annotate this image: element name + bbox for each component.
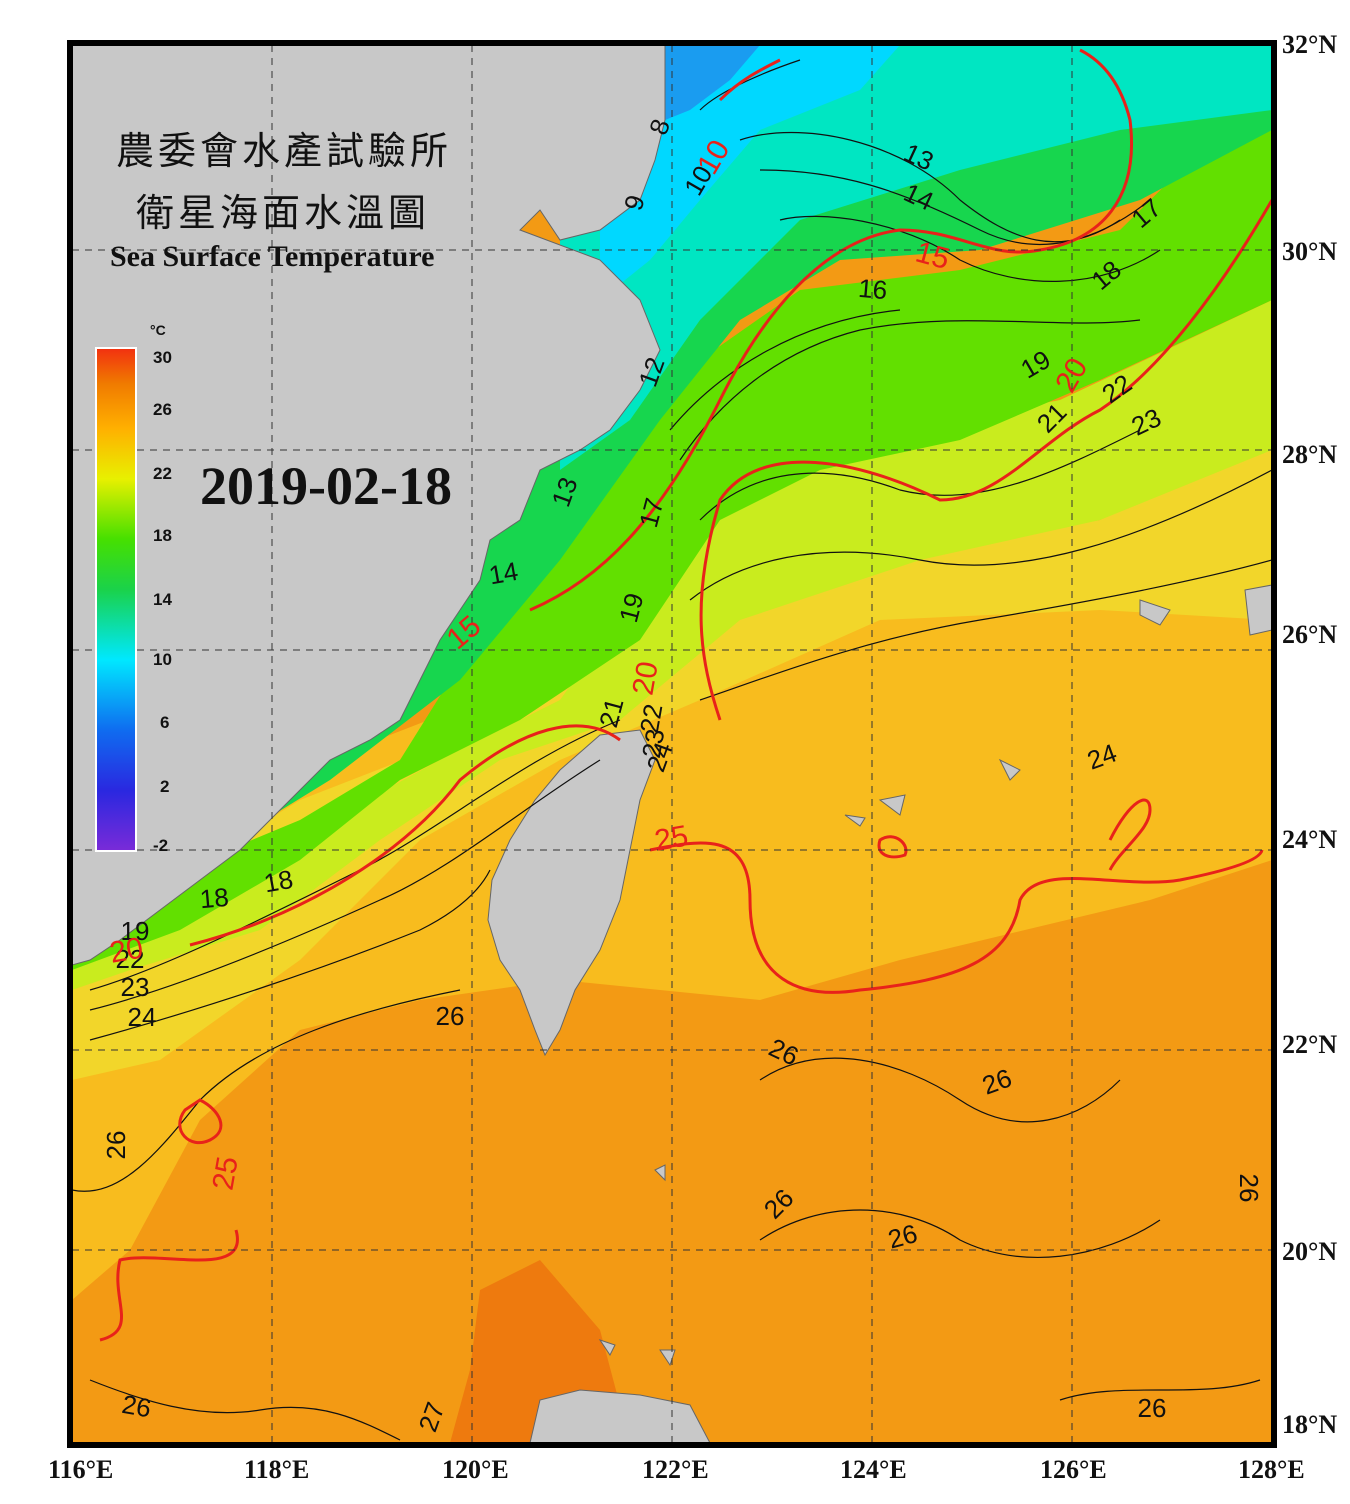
isotherm-label-black: 26 <box>1234 1174 1264 1203</box>
isotherm-label-black: 26 <box>1138 1393 1167 1423</box>
isotherm-label-black: 23 <box>121 972 150 1002</box>
isotherm-label-red: 20 <box>107 931 146 969</box>
graticule <box>72 45 1272 1443</box>
isotherm-label-black: 23 <box>636 727 671 761</box>
isotherm-label-red: 25 <box>206 1154 244 1193</box>
lon-label: 116°E <box>48 1455 114 1484</box>
lat-label: 24°N <box>1282 825 1338 854</box>
colorbar-tick: 6 <box>160 713 170 732</box>
land-ryukyu <box>844 584 1272 827</box>
title-org: 農委會水產試驗所 <box>116 129 453 173</box>
chart-date: 2019-02-18 <box>200 456 452 516</box>
colorbar <box>95 347 137 852</box>
colorbar-tick: 18 <box>153 526 172 545</box>
sea-surface-field <box>72 45 1272 1443</box>
land-taiwan <box>487 729 656 1057</box>
isotherm-label-black: 18 <box>199 882 230 914</box>
lon-label: 124°E <box>840 1455 907 1484</box>
colorbar-tick: 30 <box>153 348 172 367</box>
lat-label: 22°N <box>1282 1030 1338 1059</box>
land-luzon <box>529 1389 711 1443</box>
map-frame <box>67 40 1277 1448</box>
colorbar-tick: 14 <box>153 590 172 609</box>
isotherm-label-black: 22 <box>116 944 145 974</box>
isotherm-label-black: 26 <box>120 1389 154 1424</box>
isotherm-label-black: 19 <box>121 916 150 946</box>
isotherm-label-black: 16 <box>857 273 888 305</box>
isotherm-label-black: 26 <box>101 1131 131 1160</box>
isotherm-label-black: 26 <box>436 1001 465 1031</box>
title-chart-en: Sea Surface Temperature <box>110 240 435 273</box>
isotherm-label-red: 25 <box>652 819 691 857</box>
lon-label: 122°E <box>642 1455 709 1484</box>
sst-band-6 <box>665 45 760 120</box>
colorbar-unit: °C <box>150 322 166 338</box>
colorbar-tick: 10 <box>153 650 172 669</box>
title-chart-cn: 衛星海面水溫圖 <box>136 191 431 235</box>
colorbar-tick: -2 <box>153 836 169 855</box>
lon-label: 120°E <box>442 1455 509 1484</box>
colorbar-tick: 2 <box>160 777 170 796</box>
isotherm-label-black: 24 <box>128 1002 157 1032</box>
lon-label: 126°E <box>1040 1455 1107 1484</box>
sst-band-17 <box>72 80 1272 970</box>
land-mainland <box>72 45 666 966</box>
colorbar-tick: 22 <box>153 464 172 483</box>
isotherm-label-red: 20 <box>626 659 664 698</box>
lat-label: 30°N <box>1282 237 1338 266</box>
isotherm-label-black: 18 <box>262 864 296 899</box>
isotherm-label-black: 14 <box>487 556 521 591</box>
colorbar-tick: 26 <box>153 400 172 419</box>
lat-label: 26°N <box>1282 620 1338 649</box>
isotherm-label-black: 22 <box>634 702 669 736</box>
sst-band-23 <box>72 430 1272 1080</box>
lat-label: 18°N <box>1282 1410 1338 1439</box>
lat-label: 20°N <box>1282 1237 1338 1266</box>
lon-label: 118°E <box>244 1455 310 1484</box>
lat-label: 28°N <box>1282 440 1338 469</box>
lon-label: 128°E <box>1238 1455 1305 1484</box>
lat-label: 32°N <box>1282 30 1338 59</box>
land-islands-south <box>598 1164 676 1367</box>
